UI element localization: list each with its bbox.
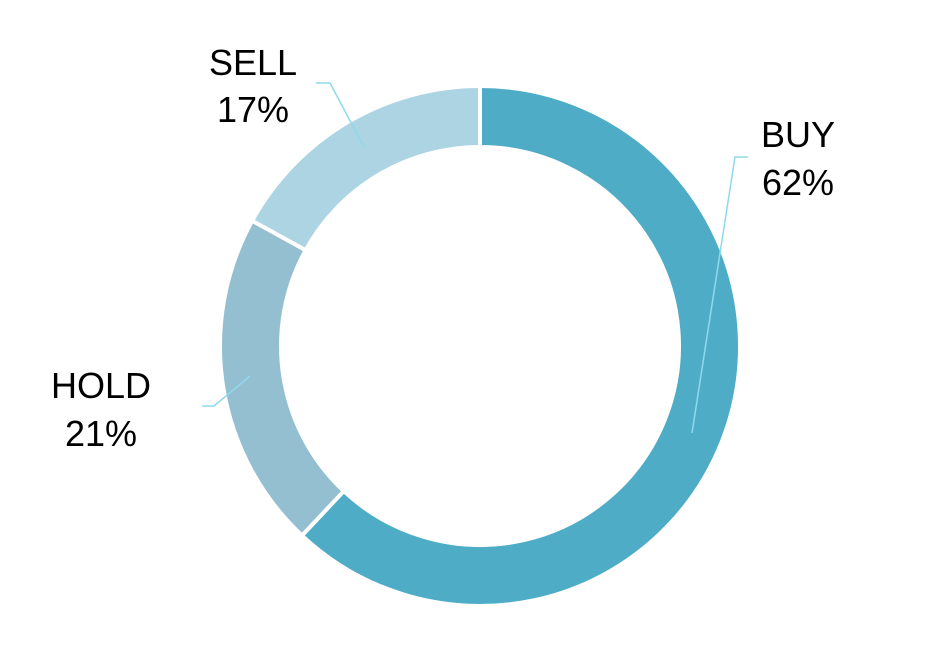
leader-line-hold — [202, 375, 251, 407]
label-hold-name: HOLD — [51, 365, 151, 406]
leader-line-sell — [316, 82, 365, 148]
label-buy-name: BUY — [761, 114, 835, 155]
slices-group — [218, 83, 742, 608]
slice-buy — [299, 83, 742, 608]
label-sell-name: SELL — [209, 42, 297, 83]
leader-lines-group — [202, 82, 748, 434]
label-sell-value: 17% — [217, 89, 289, 130]
leader-line-buy — [691, 156, 748, 434]
label-hold-value: 21% — [65, 413, 137, 454]
label-buy-value: 62% — [762, 162, 834, 203]
slice-sell — [249, 83, 482, 253]
slice-hold — [218, 218, 347, 539]
